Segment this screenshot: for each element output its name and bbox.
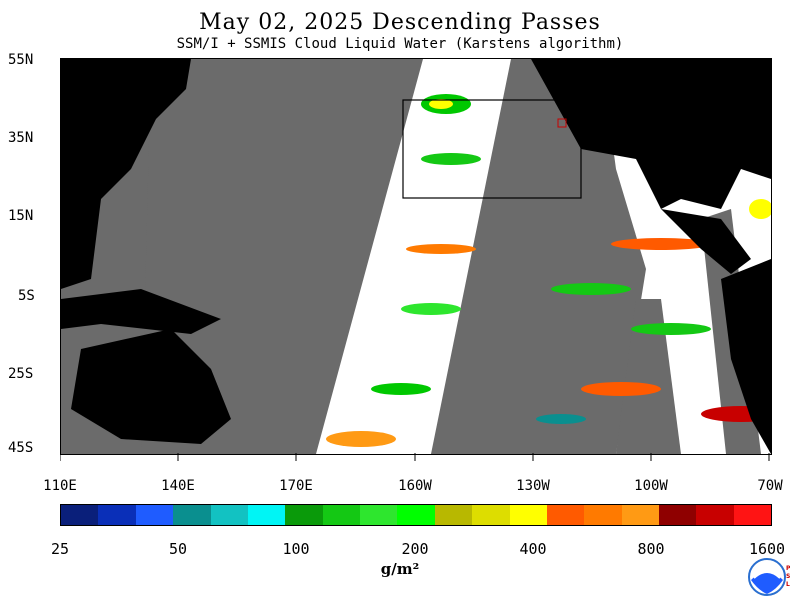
colorbar-swatch <box>135 505 174 525</box>
colorbar-unit: g/m² <box>380 560 420 578</box>
marker-box <box>557 118 567 128</box>
colorbar <box>60 504 772 526</box>
colorbar-swatch <box>584 505 622 525</box>
north-america-land <box>531 59 771 209</box>
colorbar-label-400: 400 <box>519 540 547 558</box>
map-title: May 02, 2025 Descending Passes <box>199 10 601 35</box>
lat-label-25s: 25S <box>8 366 34 382</box>
lon-label-100w: 100W <box>634 478 668 494</box>
lat-label-15n: 15N <box>8 208 34 224</box>
lon-ticks <box>60 453 770 461</box>
lon-label-140e: 140E <box>161 478 195 494</box>
colorbar-swatch <box>659 505 697 525</box>
colorbar-swatch <box>210 505 248 525</box>
colorbar-swatch <box>509 505 547 525</box>
lon-label-130w: 130W <box>516 478 550 494</box>
indonesia-land <box>61 289 221 334</box>
map-graphic <box>61 59 771 454</box>
south-america-land <box>721 259 771 454</box>
svg-text:S: S <box>786 573 790 580</box>
lon-label-160w: 160W <box>398 478 432 494</box>
asia-land <box>61 59 191 289</box>
colorbar-swatch <box>360 505 398 525</box>
colorbar-label-50: 50 <box>168 540 188 558</box>
colorbar-label-25: 25 <box>50 540 70 558</box>
colorbar-swatch <box>621 505 659 525</box>
colorbar-swatch <box>61 505 99 525</box>
lon-label-70w: 70W <box>757 478 783 494</box>
colorbar-swatch <box>322 505 360 525</box>
cloud-features <box>326 94 771 447</box>
map-subtitle: SSM/I + SSMIS Cloud Liquid Water (Karste… <box>176 36 624 52</box>
central-america-land <box>661 209 751 274</box>
colorbar-swatch <box>397 505 435 525</box>
colorbar-label-200: 200 <box>401 540 429 558</box>
map-panel <box>60 58 772 455</box>
colorbar-label-100: 100 <box>282 540 310 558</box>
colorbar-swatch <box>173 505 211 525</box>
colorbar-swatch <box>696 505 734 525</box>
lat-label-35n: 35N <box>8 130 34 146</box>
lat-label-5s: 5S <box>18 288 35 304</box>
svg-text:L: L <box>786 581 790 588</box>
land-masses <box>61 59 771 454</box>
lon-label-170e: 170E <box>279 478 313 494</box>
australia-land <box>71 329 231 444</box>
lat-label-45s: 45S <box>8 440 34 456</box>
colorbar-label-800: 800 <box>637 540 665 558</box>
svg-text:P: P <box>786 565 790 572</box>
colorbar-swatch <box>733 505 772 525</box>
colorbar-swatch <box>472 505 510 525</box>
region-box <box>402 99 582 199</box>
gap-2 <box>616 299 681 454</box>
colorbar-swatch <box>434 505 473 525</box>
swath-1 <box>316 59 511 454</box>
colorbar-swatch <box>98 505 136 525</box>
colorbar-swatch <box>546 505 585 525</box>
noaa-logo-icon: P S L <box>748 558 790 596</box>
colorbar-swatch <box>247 505 286 525</box>
lat-label-55n: 55N <box>8 52 34 68</box>
lon-label-110e: 110E <box>43 478 77 494</box>
colorbar-swatch <box>285 505 323 525</box>
colorbar-label-1600: 1600 <box>748 540 786 558</box>
